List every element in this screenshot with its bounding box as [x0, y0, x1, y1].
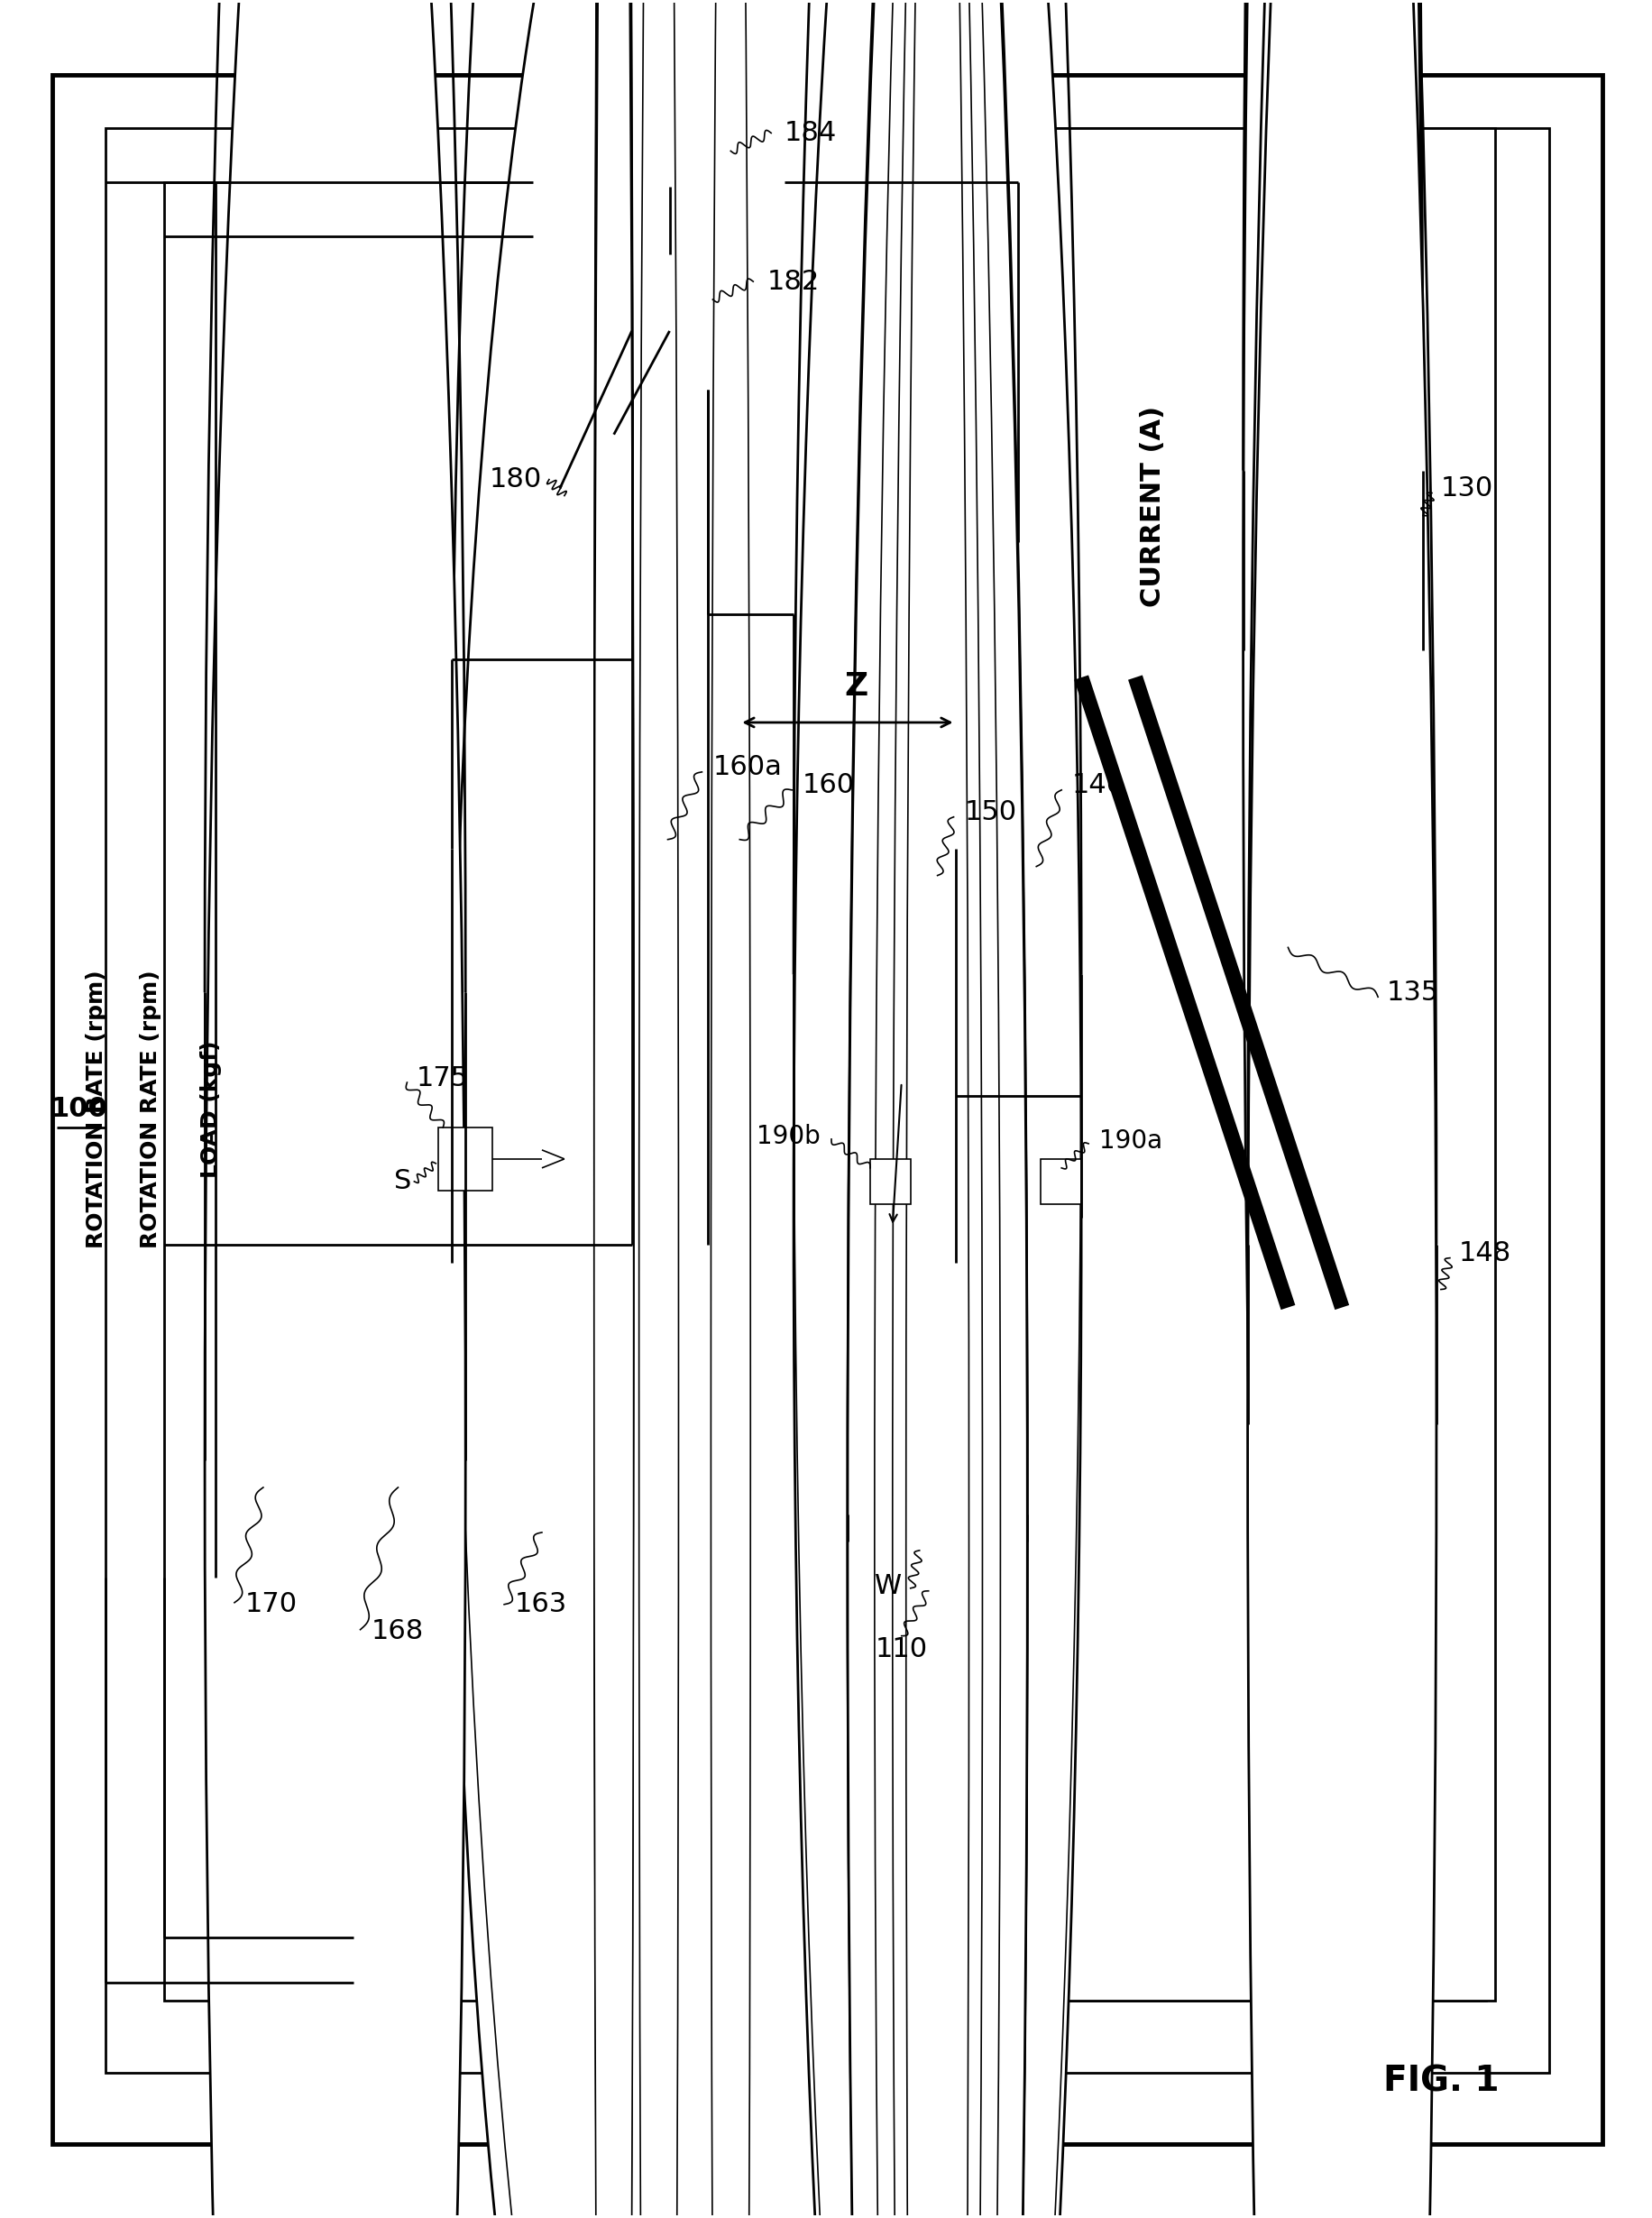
Bar — [1018, 129, 1495, 2001]
Text: ROTATION RATE (rpm): ROTATION RATE (rpm) — [140, 969, 162, 1249]
Text: 182: 182 — [767, 268, 819, 295]
Text: 175: 175 — [416, 1065, 469, 1091]
Text: S: S — [395, 1169, 411, 1196]
Text: 190b: 190b — [757, 1125, 821, 1149]
Text: W: W — [874, 1573, 902, 1599]
Bar — [631, 255, 709, 330]
Text: 170: 170 — [244, 1590, 297, 1617]
Bar — [164, 182, 1485, 2001]
Bar — [534, 75, 785, 390]
Text: 148: 148 — [1459, 1240, 1512, 1266]
Text: 163: 163 — [515, 1590, 568, 1617]
Text: 160: 160 — [803, 772, 856, 798]
Text: ROTATION RATE (rpm): ROTATION RATE (rpm) — [86, 969, 107, 1249]
Bar — [438, 1127, 492, 1191]
Text: 130: 130 — [1441, 475, 1493, 501]
Ellipse shape — [205, 0, 466, 2218]
Text: FIG. 1: FIG. 1 — [1383, 2065, 1498, 2098]
Text: 110: 110 — [876, 1637, 928, 1664]
Text: 150: 150 — [965, 798, 1018, 825]
Ellipse shape — [595, 0, 634, 2218]
Bar — [106, 129, 1550, 2072]
Text: 168: 168 — [372, 1619, 423, 1644]
Bar — [631, 98, 722, 186]
Ellipse shape — [892, 0, 983, 2218]
Bar — [1041, 1160, 1082, 1204]
Text: 180: 180 — [489, 466, 542, 492]
Text: LOAD (kgf): LOAD (kgf) — [200, 1040, 221, 1178]
Ellipse shape — [595, 0, 634, 2218]
Text: 160a: 160a — [712, 754, 781, 781]
Ellipse shape — [874, 0, 1001, 2218]
Bar — [871, 1160, 910, 1204]
Ellipse shape — [1244, 0, 1422, 2218]
Text: 100: 100 — [50, 1096, 107, 1122]
Ellipse shape — [710, 0, 750, 2218]
Text: CURRENT (A): CURRENT (A) — [1140, 406, 1166, 608]
Ellipse shape — [595, 0, 634, 2218]
Text: 190a: 190a — [1099, 1129, 1163, 1153]
Ellipse shape — [595, 0, 634, 2218]
Ellipse shape — [847, 0, 1028, 2218]
Ellipse shape — [847, 0, 1028, 2218]
Text: 135: 135 — [1388, 980, 1439, 1005]
Ellipse shape — [905, 0, 970, 2218]
Ellipse shape — [595, 0, 634, 2218]
Text: Z: Z — [844, 672, 869, 701]
Ellipse shape — [453, 0, 955, 2218]
Text: 140: 140 — [1072, 772, 1125, 798]
Ellipse shape — [1247, 0, 1437, 2218]
Text: 184: 184 — [785, 120, 838, 146]
Ellipse shape — [639, 0, 679, 2218]
Ellipse shape — [793, 0, 1082, 2218]
